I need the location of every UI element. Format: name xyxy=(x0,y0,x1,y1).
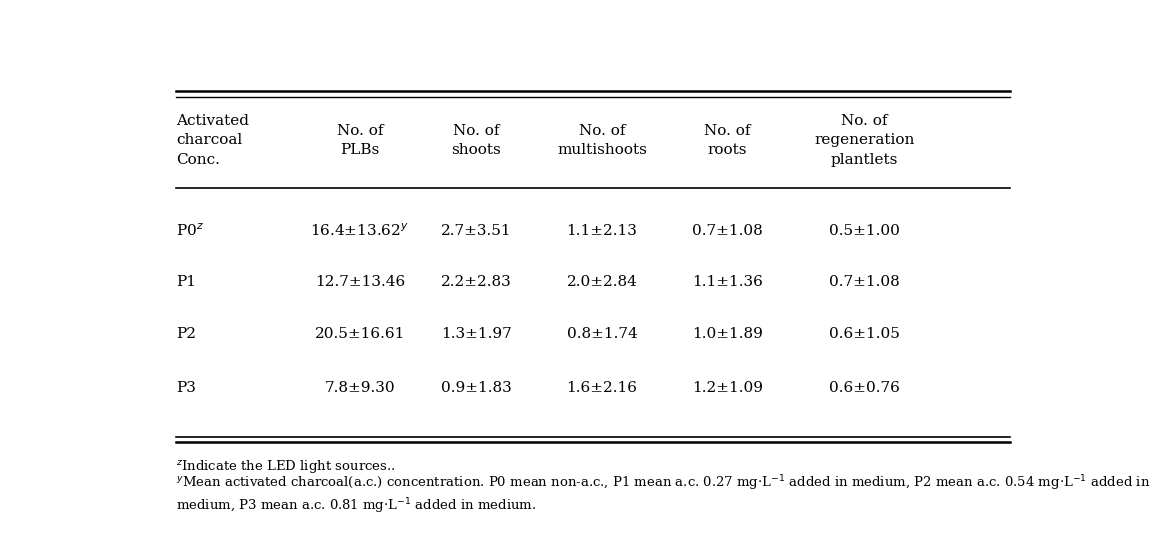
Text: No. of
regeneration
plantlets: No. of regeneration plantlets xyxy=(815,113,914,167)
Text: 0.7±1.08: 0.7±1.08 xyxy=(692,224,762,238)
Text: P0$^z$: P0$^z$ xyxy=(176,222,204,239)
Text: 20.5±16.61: 20.5±16.61 xyxy=(315,327,405,341)
Text: 7.8±9.30: 7.8±9.30 xyxy=(324,381,396,395)
Text: $^z$Indicate the LED light sources..: $^z$Indicate the LED light sources.. xyxy=(176,458,396,475)
Text: 2.2±2.83: 2.2±2.83 xyxy=(441,275,511,290)
Text: 16.4±13.62$^y$: 16.4±13.62$^y$ xyxy=(310,222,410,239)
Text: 0.6±0.76: 0.6±0.76 xyxy=(828,381,900,395)
Text: $^y$Mean activated charcoal(a.c.) concentration. P0 mean non-a.c., P1 mean a.c. : $^y$Mean activated charcoal(a.c.) concen… xyxy=(176,474,1150,516)
Text: P1: P1 xyxy=(176,275,196,290)
Text: 1.6±2.16: 1.6±2.16 xyxy=(567,381,638,395)
Text: 0.6±1.05: 0.6±1.05 xyxy=(828,327,900,341)
Text: 0.5±1.00: 0.5±1.00 xyxy=(828,224,900,238)
Text: 1.2±1.09: 1.2±1.09 xyxy=(692,381,762,395)
Text: No. of
shoots: No. of shoots xyxy=(451,124,501,157)
Text: 1.0±1.89: 1.0±1.89 xyxy=(692,327,762,341)
Text: 12.7±13.46: 12.7±13.46 xyxy=(315,275,405,290)
Text: 1.3±1.97: 1.3±1.97 xyxy=(441,327,511,341)
Text: P2: P2 xyxy=(176,327,196,341)
Text: P3: P3 xyxy=(176,381,196,395)
Text: Activated
charcoal
Conc.: Activated charcoal Conc. xyxy=(176,113,249,167)
Text: 1.1±2.13: 1.1±2.13 xyxy=(567,224,638,238)
Text: No. of
multishoots: No. of multishoots xyxy=(557,124,647,157)
Text: No. of
PLBs: No. of PLBs xyxy=(337,124,383,157)
Text: 0.8±1.74: 0.8±1.74 xyxy=(567,327,638,341)
Text: No. of
roots: No. of roots xyxy=(705,124,751,157)
Text: 1.1±1.36: 1.1±1.36 xyxy=(692,275,762,290)
Text: 0.7±1.08: 0.7±1.08 xyxy=(828,275,900,290)
Text: 2.0±2.84: 2.0±2.84 xyxy=(567,275,638,290)
Text: 2.7±3.51: 2.7±3.51 xyxy=(441,224,511,238)
Text: 0.9±1.83: 0.9±1.83 xyxy=(441,381,511,395)
